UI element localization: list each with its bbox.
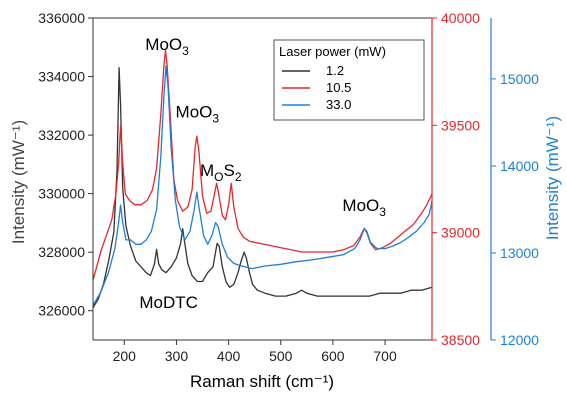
right-red-tick-label: 38500 (441, 332, 480, 348)
peak-annotation: MoO3 (145, 35, 189, 58)
x-axis-title: Raman shift (cm⁻¹) (190, 372, 334, 391)
left-tick-label: 336000 (38, 10, 85, 26)
left-tick-label: 330000 (38, 186, 85, 202)
left-tick-label: 326000 (38, 303, 85, 319)
series-layer (92, 49, 433, 309)
legend-entry-label: 10.5 (326, 80, 351, 95)
series-line-33-0 (92, 65, 433, 306)
x-tick-label: 500 (269, 348, 293, 364)
series-line-1-2 (92, 67, 433, 309)
peak-annotation: MOS2 (200, 161, 242, 184)
right-blue-tick-label: 13000 (500, 245, 539, 261)
x-tick-label: 200 (113, 348, 137, 364)
right-red-tick-label: 39000 (441, 225, 480, 241)
left-tick-label: 328000 (38, 244, 85, 260)
legend-entry-label: 33.0 (326, 97, 351, 112)
legend: Laser power (mW) 1.2 10.5 33.0 (273, 39, 425, 121)
peak-annotation: MoDTC (139, 293, 198, 312)
right-red-tick-label: 40000 (441, 10, 480, 26)
x-tick-label: 300 (165, 348, 189, 364)
legend-title: Laser power (mW) (279, 44, 386, 59)
legend-entry-label: 1.2 (326, 63, 344, 78)
annotation-layer: MoO3 MoO3 MOS2 MoO3 MoDTC (139, 35, 386, 312)
x-tick-label: 600 (321, 348, 345, 364)
x-tick-label: 400 (217, 348, 241, 364)
peak-annotation: MoO3 (342, 196, 386, 219)
x-tick-label: 700 (373, 348, 397, 364)
right-blue-tick-label: 12000 (500, 332, 539, 348)
right-blue-tick-label: 14000 (500, 158, 539, 174)
axes-layer: 200 300 400 500 600 700 326000 328000 330000 3320… (38, 10, 539, 364)
left-tick-label: 334000 (38, 69, 85, 85)
right-axis-title: Intensity (mW⁻¹) (543, 116, 562, 240)
left-axis-title: Intensity (mW⁻¹) (9, 120, 28, 244)
right-red-tick-label: 39500 (441, 117, 480, 133)
right-blue-tick-label: 15000 (500, 71, 539, 87)
peak-annotation: MoO3 (176, 103, 220, 126)
legend-box (273, 39, 425, 121)
left-tick-label: 332000 (38, 127, 85, 143)
